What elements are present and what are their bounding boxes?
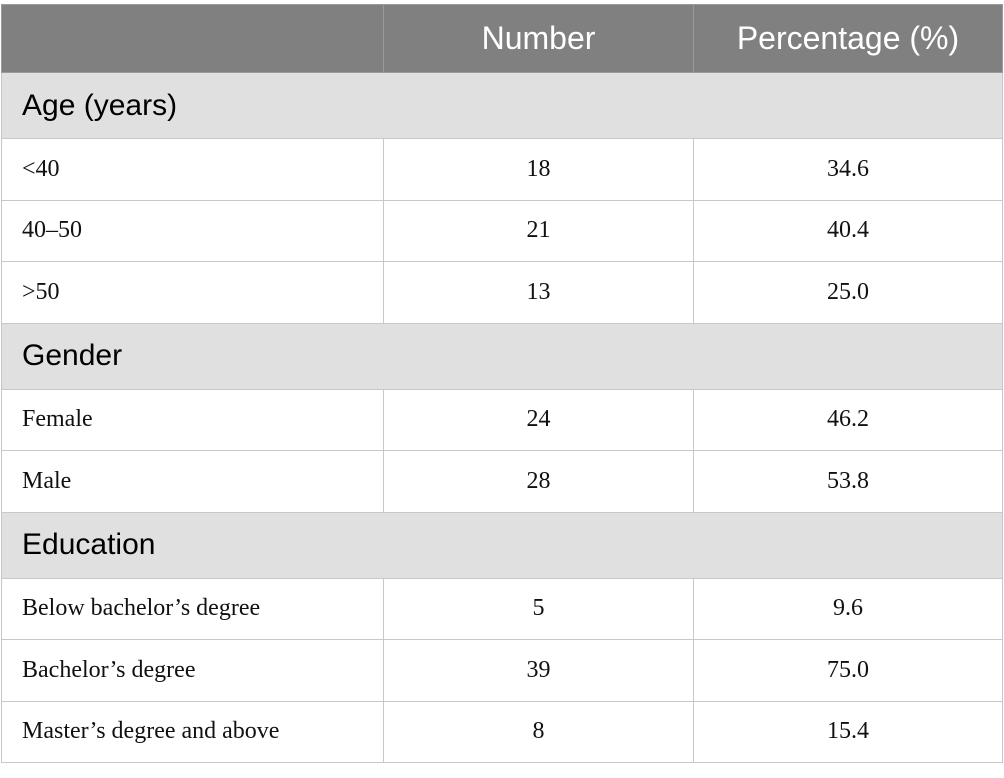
value-cell: 25.0	[693, 261, 1003, 324]
data-row: 40–50 21 40.4	[1, 199, 1003, 262]
row-label: >50	[1, 261, 384, 324]
value-cell: 13	[383, 261, 694, 324]
header-cell	[1, 4, 384, 73]
value-cell: 15.4	[693, 700, 1003, 763]
section-title: Education	[1, 511, 1003, 579]
data-row: >50 13 25.0	[1, 261, 1003, 324]
data-row: Female 24 46.2	[1, 388, 1003, 451]
value-cell: 21	[383, 199, 694, 262]
demographics-table: Number Percentage (%) Age (years) <40 18 34…	[1, 4, 1003, 763]
header-cell: Number	[383, 4, 694, 73]
row-label: Bachelor’s degree	[1, 639, 384, 702]
table-header: Number Percentage (%)	[1, 4, 1003, 73]
value-cell: 75.0	[693, 639, 1003, 702]
row-label: <40	[1, 138, 384, 201]
section-row: Education	[1, 511, 1003, 579]
section-title: Age (years)	[1, 72, 1003, 139]
data-row: Bachelor’s degree 39 75.0	[1, 639, 1003, 702]
value-cell: 39	[383, 639, 694, 702]
table-body: Age (years) <40 18 34.6 40–50 21 40.4 >50 13 25.0…	[1, 72, 1003, 763]
value-cell: 9.6	[693, 577, 1003, 640]
data-row: Below bachelor’s degree 5 9.6	[1, 577, 1003, 640]
row-label: Male	[1, 450, 384, 513]
row-label: Master’s degree and above	[1, 700, 384, 763]
value-cell: 18	[383, 138, 694, 201]
value-cell: 46.2	[693, 388, 1003, 451]
section-row: Gender	[1, 322, 1003, 390]
value-cell: 53.8	[693, 450, 1003, 513]
value-cell: 34.6	[693, 138, 1003, 201]
section-title: Gender	[1, 322, 1003, 390]
data-row: <40 18 34.6	[1, 138, 1003, 201]
section-row: Age (years)	[1, 72, 1003, 139]
data-row: Male 28 53.8	[1, 450, 1003, 513]
row-label: 40–50	[1, 199, 384, 262]
value-cell: 24	[383, 388, 694, 451]
value-cell: 40.4	[693, 199, 1003, 262]
header-row: Number Percentage (%)	[1, 4, 1003, 73]
header-cell: Percentage (%)	[693, 4, 1003, 73]
value-cell: 28	[383, 450, 694, 513]
value-cell: 8	[383, 700, 694, 763]
value-cell: 5	[383, 577, 694, 640]
data-row: Master’s degree and above 8 15.4	[1, 700, 1003, 763]
row-label: Below bachelor’s degree	[1, 577, 384, 640]
row-label: Female	[1, 388, 384, 451]
